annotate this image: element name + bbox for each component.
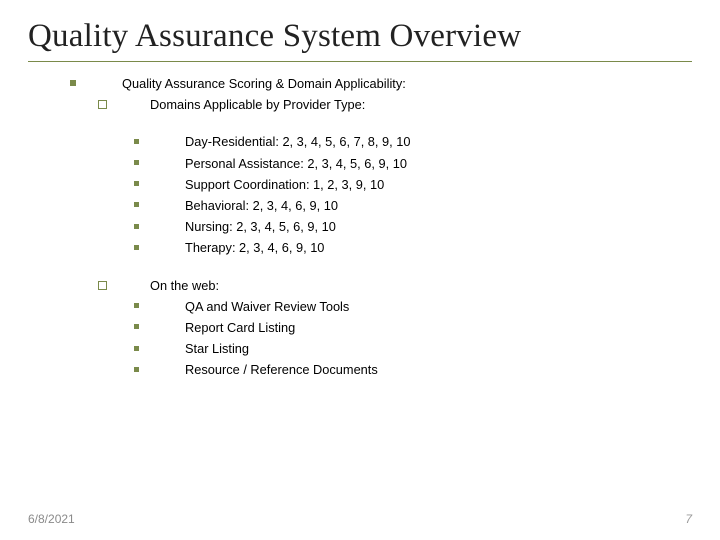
web-item: Report Card Listing [185, 320, 295, 335]
provider-item: Day-Residential: 2, 3, 4, 5, 6, 7, 8, 9,… [185, 134, 411, 149]
bullet-level-3: Personal Assistance: 2, 3, 4, 5, 6, 9, 1… [70, 154, 692, 173]
bullet-level-2: Domains Applicable by Provider Type: [70, 95, 692, 114]
web-item: Resource / Reference Documents [185, 362, 378, 377]
provider-item: Behavioral: 2, 3, 4, 6, 9, 10 [185, 198, 338, 213]
slide: Quality Assurance System Overview Qualit… [0, 0, 720, 540]
title-underline: Quality Assurance System Overview [28, 18, 692, 62]
provider-item: Therapy: 2, 3, 4, 6, 9, 10 [185, 240, 324, 255]
bullet-l2b-text: On the web: [150, 278, 219, 293]
bullet-l2a-text: Domains Applicable by Provider Type: [150, 97, 365, 112]
bullet-level-3: QA and Waiver Review Tools [70, 297, 692, 316]
vertical-gap [70, 260, 692, 276]
slide-title: Quality Assurance System Overview [28, 18, 692, 55]
web-item: Star Listing [185, 341, 249, 356]
bullet-level-3: Therapy: 2, 3, 4, 6, 9, 10 [70, 238, 692, 257]
provider-item: Nursing: 2, 3, 4, 5, 6, 9, 10 [185, 219, 336, 234]
slide-footer: 6/8/2021 7 [28, 512, 692, 526]
bullet-level-3: Support Coordination: 1, 2, 3, 9, 10 [70, 175, 692, 194]
footer-page-number: 7 [685, 512, 692, 526]
bullet-level-3: Report Card Listing [70, 318, 692, 337]
bullet-level-3: Day-Residential: 2, 3, 4, 5, 6, 7, 8, 9,… [70, 132, 692, 151]
bullet-level-3: Nursing: 2, 3, 4, 5, 6, 9, 10 [70, 217, 692, 236]
bullet-level-2: On the web: [70, 276, 692, 295]
footer-date: 6/8/2021 [28, 512, 75, 526]
bullet-level-3: Star Listing [70, 339, 692, 358]
bullet-l1-text: Quality Assurance Scoring & Domain Appli… [122, 76, 406, 91]
web-item: QA and Waiver Review Tools [185, 299, 349, 314]
provider-item: Support Coordination: 1, 2, 3, 9, 10 [185, 177, 384, 192]
provider-item: Personal Assistance: 2, 3, 4, 5, 6, 9, 1… [185, 156, 407, 171]
bullet-level-3: Resource / Reference Documents [70, 360, 692, 379]
bullet-level-1: Quality Assurance Scoring & Domain Appli… [70, 74, 692, 93]
bullet-level-3: Behavioral: 2, 3, 4, 6, 9, 10 [70, 196, 692, 215]
slide-body: Quality Assurance Scoring & Domain Appli… [28, 74, 692, 379]
vertical-gap [70, 116, 692, 132]
